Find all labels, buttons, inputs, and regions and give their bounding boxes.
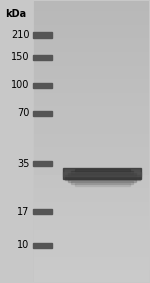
Text: 17: 17 <box>17 207 29 216</box>
Bar <box>33 111 52 116</box>
Text: 210: 210 <box>11 30 29 40</box>
Bar <box>33 83 52 88</box>
Bar <box>65 175 140 178</box>
Bar <box>75 183 130 186</box>
Bar <box>33 161 52 166</box>
Text: 150: 150 <box>11 52 29 63</box>
Bar <box>33 55 52 60</box>
Bar <box>34 1 149 282</box>
Bar <box>71 181 133 184</box>
Bar <box>75 169 130 172</box>
Text: 100: 100 <box>11 80 29 91</box>
Text: 70: 70 <box>17 108 29 119</box>
Bar <box>71 171 133 174</box>
Bar <box>68 179 136 182</box>
Bar <box>33 33 52 38</box>
Bar <box>68 173 136 176</box>
Bar <box>63 168 141 179</box>
Text: 35: 35 <box>17 159 29 169</box>
Text: kDa: kDa <box>6 9 27 19</box>
Text: 10: 10 <box>17 240 29 250</box>
Bar <box>33 243 52 248</box>
Bar <box>65 177 140 180</box>
Bar <box>63 171 141 176</box>
Bar <box>33 209 52 214</box>
